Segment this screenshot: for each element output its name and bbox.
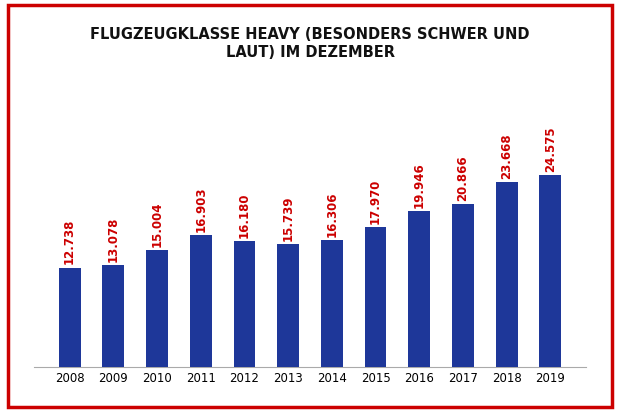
Text: 16.180: 16.180 bbox=[238, 192, 251, 238]
Bar bbox=[409, 211, 430, 367]
Text: 16.903: 16.903 bbox=[194, 187, 207, 232]
Bar bbox=[190, 235, 211, 367]
Title: FLUGZEUGKLASSE HEAVY (BESONDERS SCHWER UND
LAUT) IM DEZEMBER: FLUGZEUGKLASSE HEAVY (BESONDERS SCHWER U… bbox=[91, 27, 529, 60]
Bar bbox=[365, 227, 386, 367]
Text: 15.739: 15.739 bbox=[281, 196, 294, 241]
Bar bbox=[234, 241, 255, 367]
Bar bbox=[321, 240, 343, 367]
Bar bbox=[277, 244, 299, 367]
Text: 16.306: 16.306 bbox=[326, 191, 339, 236]
Text: 13.078: 13.078 bbox=[107, 216, 120, 262]
Text: 12.738: 12.738 bbox=[63, 219, 76, 265]
Bar bbox=[102, 265, 124, 367]
Text: 23.668: 23.668 bbox=[500, 133, 513, 179]
Bar bbox=[496, 183, 518, 367]
Bar bbox=[59, 267, 81, 367]
Text: 20.866: 20.866 bbox=[456, 155, 469, 201]
Bar bbox=[452, 204, 474, 367]
Text: 24.575: 24.575 bbox=[544, 126, 557, 172]
Bar bbox=[146, 250, 168, 367]
Text: 15.004: 15.004 bbox=[151, 201, 164, 247]
Text: 17.970: 17.970 bbox=[369, 178, 382, 224]
Text: 19.946: 19.946 bbox=[413, 162, 426, 208]
Bar bbox=[539, 175, 561, 367]
